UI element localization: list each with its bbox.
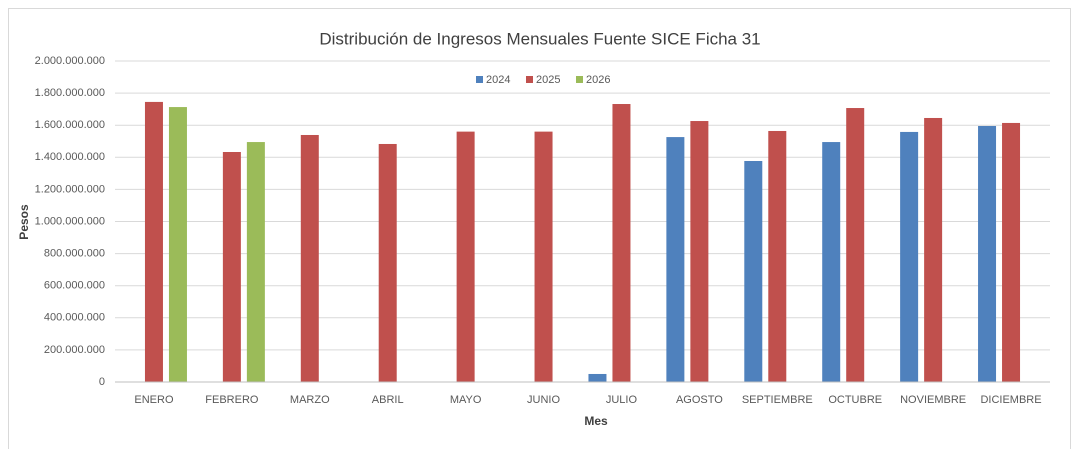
bar <box>1002 122 1021 382</box>
bar <box>144 101 163 383</box>
x-tick-label: AGOSTO <box>676 394 723 406</box>
bar <box>690 121 709 382</box>
y-tick-label: 1.800.000.000 <box>35 87 105 99</box>
y-tick-label: 0 <box>99 376 105 388</box>
x-tick-label: OCTUBRE <box>828 394 882 406</box>
bar <box>612 104 631 382</box>
y-tick-label: 400.000.000 <box>44 312 105 324</box>
bar <box>744 160 763 382</box>
legend-label: 2026 <box>586 74 610 86</box>
legend-label: 2024 <box>486 74 510 86</box>
legend-swatch <box>476 76 483 83</box>
bar <box>768 130 787 382</box>
bar <box>924 117 943 382</box>
x-axis-title: Mes <box>584 414 608 428</box>
legend-label: 2025 <box>536 74 560 86</box>
bar <box>168 107 187 382</box>
x-tick-label: FEBRERO <box>205 394 259 406</box>
bar <box>666 137 685 382</box>
bar <box>378 143 397 382</box>
x-tick-label: SEPTIEMBRE <box>742 394 813 406</box>
x-tick-label: NOVIEMBRE <box>900 394 966 406</box>
bar <box>534 131 553 382</box>
x-tick-label: ABRIL <box>372 394 404 406</box>
x-tick-label: ENERO <box>134 394 174 406</box>
bar <box>978 126 997 382</box>
bar <box>222 152 241 382</box>
x-tick-label: MARZO <box>290 394 330 406</box>
chart-title: Distribución de Ingresos Mensuales Fuent… <box>319 29 760 48</box>
y-tick-label: 1.000.000.000 <box>35 215 105 227</box>
bar <box>846 108 865 383</box>
bar <box>456 131 475 382</box>
x-tick-label: DICIEMBRE <box>980 394 1041 406</box>
y-tick-label: 800.000.000 <box>44 248 105 260</box>
y-tick-label: 600.000.000 <box>44 280 105 292</box>
bar <box>300 134 319 382</box>
y-tick-label: 1.600.000.000 <box>35 119 105 131</box>
y-tick-label: 200.000.000 <box>44 344 105 356</box>
bar <box>246 142 265 382</box>
y-axis-title: Pesos <box>17 204 31 240</box>
legend-swatch <box>526 76 533 83</box>
x-tick-label: JUNIO <box>527 394 560 406</box>
bar <box>588 373 607 382</box>
x-tick-label: MAYO <box>450 394 482 406</box>
x-tick-label: JULIO <box>606 394 638 406</box>
y-tick-label: 1.400.000.000 <box>35 151 105 163</box>
legend-swatch <box>576 76 583 83</box>
bar <box>900 131 919 382</box>
bar <box>822 142 841 382</box>
y-tick-label: 1.200.000.000 <box>35 183 105 195</box>
y-tick-label: 2.000.000.000 <box>35 55 105 67</box>
